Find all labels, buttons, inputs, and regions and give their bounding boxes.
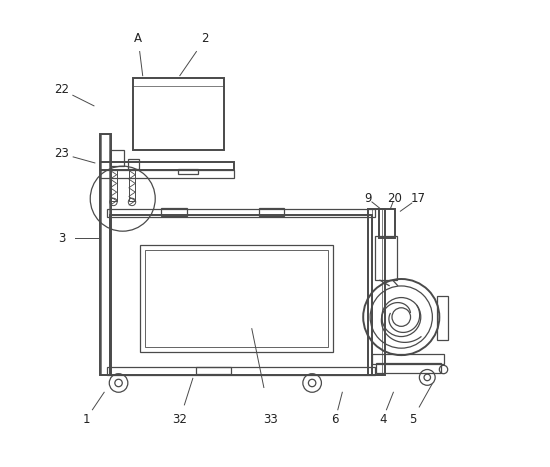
Bar: [100, 170, 234, 178]
Bar: [378, 209, 395, 238]
Text: 33: 33: [263, 413, 278, 426]
Text: 6: 6: [332, 413, 339, 426]
Bar: [145, 250, 328, 347]
Text: 17: 17: [410, 192, 426, 205]
Bar: [178, 169, 199, 174]
Bar: [110, 170, 117, 200]
Bar: [437, 296, 448, 340]
Text: A: A: [134, 32, 142, 45]
Bar: [110, 150, 124, 166]
Bar: [134, 78, 224, 150]
Bar: [140, 245, 333, 352]
Bar: [110, 215, 372, 375]
Text: 1: 1: [82, 413, 90, 426]
Bar: [372, 354, 444, 364]
Bar: [258, 208, 284, 216]
Bar: [161, 208, 187, 216]
Text: 3: 3: [58, 232, 65, 245]
Bar: [196, 367, 231, 374]
Bar: [129, 170, 135, 200]
Bar: [100, 134, 111, 375]
Bar: [100, 162, 234, 170]
Text: 23: 23: [54, 147, 69, 160]
Bar: [372, 209, 382, 375]
Text: 5: 5: [409, 413, 416, 426]
Bar: [107, 367, 375, 375]
Text: 4: 4: [379, 413, 387, 426]
Text: 22: 22: [54, 83, 69, 96]
Text: 20: 20: [387, 192, 402, 205]
Bar: [107, 209, 375, 217]
Text: 32: 32: [172, 413, 187, 426]
Bar: [101, 134, 109, 375]
Bar: [376, 362, 441, 373]
Bar: [128, 159, 140, 169]
Bar: [375, 236, 397, 280]
Bar: [368, 209, 386, 375]
Text: 2: 2: [202, 32, 209, 45]
Text: 9: 9: [364, 192, 372, 205]
